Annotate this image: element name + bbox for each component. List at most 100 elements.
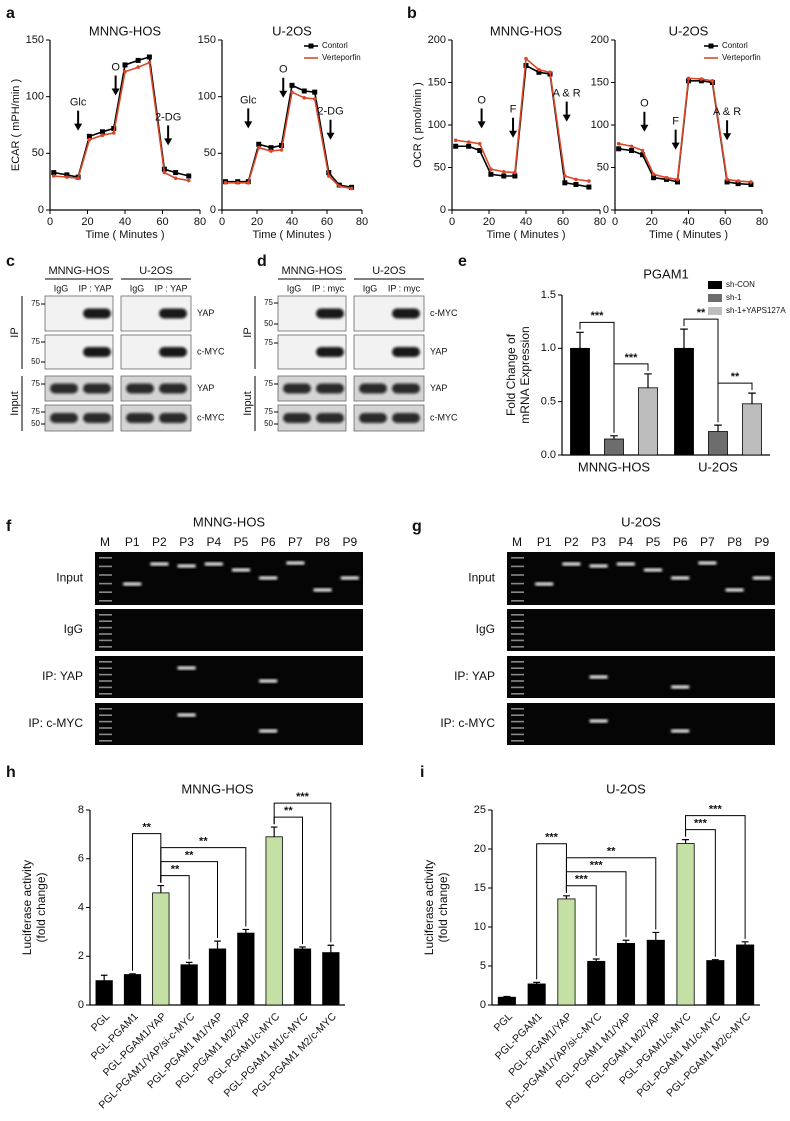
- annotation: O: [279, 64, 288, 76]
- bar: [95, 980, 113, 1006]
- arrow-head: [723, 133, 732, 141]
- x-tick-label: U-2OS: [698, 459, 738, 474]
- ladder: [99, 574, 112, 576]
- ladder: [99, 620, 112, 622]
- chart-title: MNNG-HOS: [89, 23, 162, 38]
- row-label: c-MYC: [197, 346, 225, 356]
- error-bar: [185, 961, 193, 965]
- panel-label: e: [458, 253, 467, 270]
- point: [616, 146, 622, 152]
- point: [76, 176, 80, 181]
- ladder: [511, 591, 524, 593]
- lane-label: IP : myc: [312, 283, 345, 293]
- gel-row: [95, 703, 363, 745]
- band: [177, 713, 196, 717]
- point: [477, 141, 482, 146]
- band: [535, 582, 554, 586]
- point: [312, 89, 318, 95]
- panel-label: f: [6, 518, 12, 535]
- point: [699, 77, 704, 81]
- x-tick-label: 0: [219, 216, 225, 228]
- arrow-head: [562, 114, 571, 122]
- y-tick-label: 50: [597, 161, 609, 173]
- ladder: [99, 646, 112, 648]
- lane-label: M: [100, 535, 110, 549]
- annotation: A & R: [713, 106, 741, 118]
- lane-label: M: [512, 535, 522, 549]
- lane-label: IP : YAP: [154, 283, 187, 293]
- band: [159, 413, 187, 423]
- point: [51, 170, 57, 176]
- arrow-head: [640, 124, 649, 132]
- error-bar: [562, 895, 570, 899]
- point: [501, 173, 507, 179]
- band: [671, 576, 690, 580]
- legend-swatch: [708, 294, 722, 302]
- band: [671, 729, 690, 733]
- ladder: [511, 673, 524, 676]
- y-tick-label: 150: [428, 76, 446, 88]
- band: [698, 561, 717, 565]
- significance-label: ***: [694, 818, 708, 830]
- row-label: Input: [468, 571, 495, 585]
- lane-label: P3: [591, 535, 606, 549]
- legend-label: sh-1: [726, 293, 742, 302]
- ladder: [99, 740, 112, 742]
- point: [513, 170, 517, 175]
- point: [735, 181, 741, 187]
- x-tick-label: 80: [756, 216, 768, 228]
- mw-marker: 50: [31, 419, 40, 428]
- lane-label: P6: [673, 535, 688, 549]
- point: [146, 54, 152, 60]
- band: [204, 562, 223, 566]
- point: [326, 174, 331, 178]
- y-tick-label: 50: [434, 161, 446, 173]
- row-label: IgG: [476, 622, 495, 636]
- y-tick-label: 50: [32, 147, 44, 159]
- significance-label: **: [142, 821, 151, 833]
- arrow-head: [671, 142, 680, 150]
- error-bar: [327, 944, 335, 953]
- point: [548, 70, 552, 75]
- ladder: [511, 565, 524, 568]
- ladder: [511, 661, 524, 663]
- error-bar: [576, 331, 584, 349]
- ladder: [511, 727, 524, 729]
- significance-label: **: [199, 835, 208, 847]
- y-tick-label: 150: [591, 76, 609, 88]
- y-tick-label: 100: [198, 91, 216, 103]
- band: [177, 666, 196, 670]
- x-axis-label: Time ( Minutes ): [85, 229, 164, 241]
- band: [83, 413, 111, 423]
- row-label: YAP: [430, 346, 447, 356]
- point: [51, 174, 56, 178]
- point: [651, 172, 656, 177]
- point: [147, 60, 152, 65]
- row-label: Input: [56, 571, 83, 585]
- significance-bracket: [273, 802, 332, 943]
- x-tick-label: 60: [321, 216, 333, 228]
- mw-marker: 75: [264, 407, 273, 416]
- point: [302, 96, 307, 100]
- lane-label: IP : myc: [388, 283, 421, 293]
- band: [126, 383, 154, 394]
- row-label: YAP: [197, 308, 214, 318]
- x-tick-label: 60: [719, 216, 731, 228]
- annotation: O: [111, 61, 120, 73]
- ladder: [99, 693, 112, 695]
- y-tick-label: 10: [474, 921, 486, 933]
- significance-label: **: [607, 846, 616, 858]
- y-axis-label: Luciferase activity: [422, 860, 436, 955]
- annotation: F: [672, 116, 679, 128]
- point: [87, 137, 92, 142]
- band: [725, 588, 744, 592]
- ladder: [99, 600, 112, 602]
- ladder: [511, 686, 524, 689]
- x-tick-label: 20: [646, 216, 658, 228]
- band: [589, 564, 608, 568]
- gel-row: [507, 703, 775, 745]
- x-tick-label: PGL: [89, 1010, 112, 1033]
- band: [392, 383, 420, 394]
- ladder: [511, 633, 524, 635]
- significance-bracket: [565, 857, 657, 930]
